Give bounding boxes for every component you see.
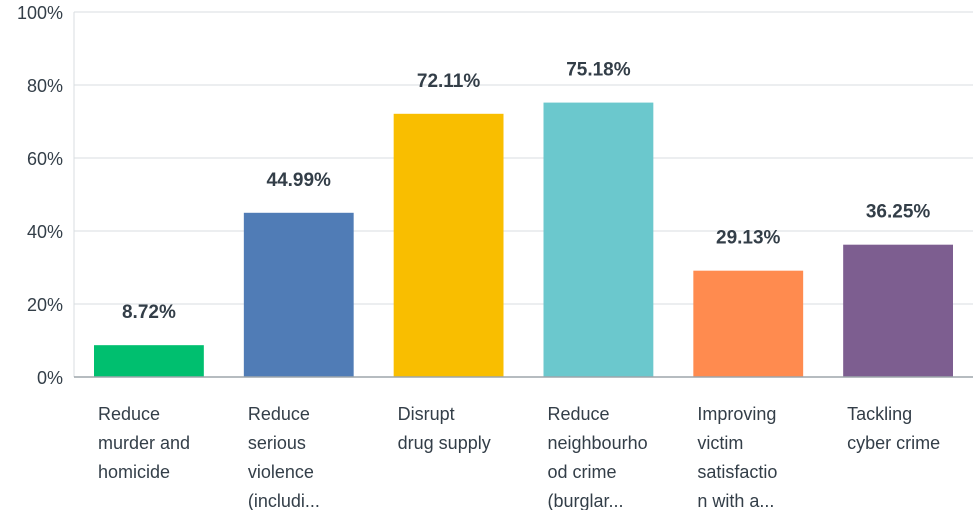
x-tick-label: Disrupt drug supply xyxy=(398,404,491,453)
x-tick-label: Improving victim satisfactio n with a... xyxy=(697,404,777,510)
bar xyxy=(94,345,204,377)
data-labels: 8.72% 44.99% 72.11% 75.18% 29.13% 36.25% xyxy=(122,60,930,324)
gridlines xyxy=(74,12,973,304)
x-tick-label-line: n with a... xyxy=(697,491,774,510)
x-tick-label-line: Reduce xyxy=(248,404,310,424)
x-axis-labels: Reduce murder and homicide Reduce serious vio… xyxy=(98,404,940,510)
y-tick-label: 100% xyxy=(17,3,63,23)
x-tick-label: Tackling cyber crime xyxy=(847,404,940,453)
x-tick-label-line: satisfactio xyxy=(697,462,777,482)
y-tick-label: 0% xyxy=(37,368,63,388)
bar xyxy=(394,114,504,377)
data-label: 36.25% xyxy=(866,202,931,223)
x-tick-label-line: murder and xyxy=(98,433,190,453)
bars xyxy=(74,103,973,377)
bar xyxy=(244,213,354,377)
x-tick-label-line: Reduce xyxy=(98,404,160,424)
bar xyxy=(693,271,803,377)
x-tick-label-line: violence xyxy=(248,462,314,482)
data-label: 72.11% xyxy=(417,71,480,92)
x-tick-label: Reduce murder and homicide xyxy=(98,404,190,482)
y-axis-ticks: 0% 20% 40% 60% 80% 100% xyxy=(17,3,63,388)
x-tick-label-line: Disrupt xyxy=(398,404,455,424)
x-tick-label: Reduce neighbourho od crime (burglar... xyxy=(548,404,648,510)
x-tick-label-line: Improving xyxy=(697,404,776,424)
y-tick-label: 80% xyxy=(27,76,63,96)
x-tick-label-line: Tackling xyxy=(847,404,912,424)
y-tick-label: 40% xyxy=(27,222,63,242)
data-label: 44.99% xyxy=(267,170,332,191)
x-tick-label-line: (burglar... xyxy=(548,491,624,510)
y-tick-label: 60% xyxy=(27,149,63,169)
y-tick-label: 20% xyxy=(27,295,63,315)
x-tick-label-line: cyber crime xyxy=(847,433,940,453)
bar xyxy=(544,103,654,377)
data-label: 8.72% xyxy=(122,302,176,323)
x-tick-label-line: drug supply xyxy=(398,433,491,453)
x-tick-label-line: od crime xyxy=(548,462,617,482)
x-tick-label-line: serious xyxy=(248,433,306,453)
x-tick-label-line: neighbourho xyxy=(548,433,648,453)
x-tick-label-line: homicide xyxy=(98,462,170,482)
x-tick-label-line: Reduce xyxy=(548,404,610,424)
data-label: 75.18% xyxy=(566,60,631,81)
bar xyxy=(843,245,953,377)
x-tick-label-line: (includi... xyxy=(248,491,320,510)
data-label: 29.13% xyxy=(716,228,781,249)
x-tick-label-line: victim xyxy=(697,433,743,453)
x-tick-label: Reduce serious violence (includi... xyxy=(248,404,320,510)
